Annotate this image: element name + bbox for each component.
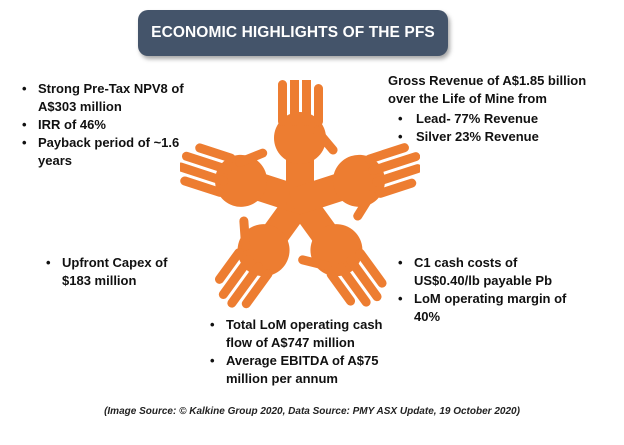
hands-circle-illustration: [180, 80, 420, 320]
revenue-silver: Silver 23% Revenue: [388, 128, 588, 146]
highlight-c1-costs: C1 cash costs of US$0.40/lb payable Pb: [396, 254, 586, 290]
top-right-highlights: Gross Revenue of A$1.85 billion over the…: [388, 72, 588, 146]
highlight-irr: IRR of 46%: [20, 116, 190, 134]
bottom-highlights: Total LoM operating cash flow of A$747 m…: [208, 316, 388, 388]
top-left-highlights: Strong Pre-Tax NPV8 of A$303 million IRR…: [20, 80, 190, 170]
hands-group: [180, 80, 420, 320]
highlight-payback: Payback period of ~1.6 years: [20, 134, 190, 170]
revenue-lead: Lead- 77% Revenue: [388, 110, 588, 128]
page-title: ECONOMIC HIGHLIGHTS OF THE PFS: [151, 24, 435, 41]
highlight-cash-flow: Total LoM operating cash flow of A$747 m…: [208, 316, 388, 352]
mid-left-highlights: Upfront Capex of $183 million: [44, 254, 184, 290]
highlight-npv: Strong Pre-Tax NPV8 of A$303 million: [20, 80, 190, 116]
image-caption: (Image Source: © Kalkine Group 2020, Dat…: [104, 406, 520, 417]
title-banner: ECONOMIC HIGHLIGHTS OF THE PFS: [138, 10, 448, 56]
revenue-intro: Gross Revenue of A$1.85 billion over the…: [388, 73, 587, 106]
highlight-margin: LoM operating margin of 40%: [396, 290, 586, 326]
highlight-ebitda: Average EBITDA of A$75 million per annum: [208, 352, 388, 388]
mid-right-highlights: C1 cash costs of US$0.40/lb payable Pb L…: [396, 254, 586, 326]
highlight-capex: Upfront Capex of $183 million: [44, 254, 184, 290]
